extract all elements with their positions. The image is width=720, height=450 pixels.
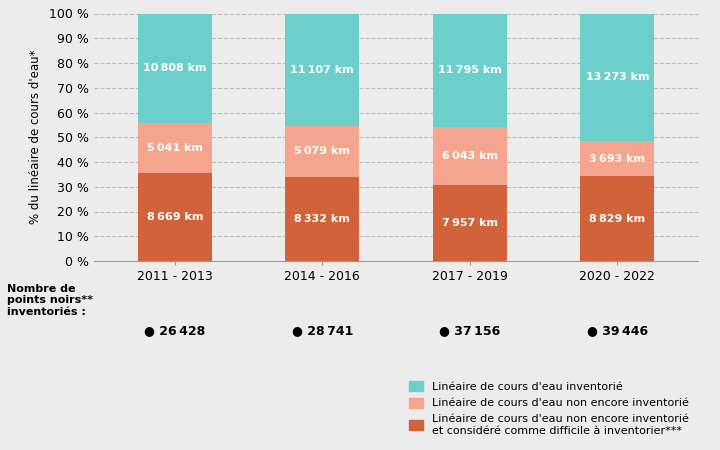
Text: 3 693 km: 3 693 km — [589, 153, 645, 163]
Bar — [285, 126, 359, 177]
Text: 8 829 km: 8 829 km — [589, 214, 645, 224]
Bar — [433, 184, 507, 261]
Text: ● 26 428: ● 26 428 — [144, 324, 205, 337]
Bar — [433, 126, 507, 184]
Text: Nombre de
points noirs**
inventoriés :: Nombre de points noirs** inventoriés : — [7, 284, 93, 317]
Bar — [138, 14, 212, 122]
Text: 13 273 km: 13 273 km — [585, 72, 649, 82]
Bar — [138, 122, 212, 174]
Bar — [285, 177, 359, 261]
Text: 6 043 km: 6 043 km — [442, 151, 498, 161]
Text: ● 37 156: ● 37 156 — [439, 324, 500, 337]
Bar — [580, 14, 654, 141]
Bar — [580, 141, 654, 176]
Text: 5 041 km: 5 041 km — [147, 143, 202, 153]
Text: 5 079 km: 5 079 km — [294, 146, 350, 156]
Legend: Linéaire de cours d'eau inventorié, Linéaire de cours d'eau non encore inventori: Linéaire de cours d'eau inventorié, Liné… — [405, 377, 693, 440]
Y-axis label: % du linéaire de cours d'eau*: % du linéaire de cours d'eau* — [29, 50, 42, 225]
Text: 11 795 km: 11 795 km — [438, 65, 502, 75]
Bar — [433, 14, 507, 126]
Text: 8 332 km: 8 332 km — [294, 214, 350, 224]
Bar — [138, 174, 212, 261]
Bar — [580, 176, 654, 261]
Text: ● 39 446: ● 39 446 — [587, 324, 648, 337]
Text: 7 957 km: 7 957 km — [442, 218, 498, 228]
Bar — [285, 14, 359, 126]
Text: 11 107 km: 11 107 km — [290, 64, 354, 75]
Text: 8 669 km: 8 669 km — [147, 212, 203, 222]
Text: ● 28 741: ● 28 741 — [292, 324, 353, 337]
Text: 10 808 km: 10 808 km — [143, 63, 207, 73]
